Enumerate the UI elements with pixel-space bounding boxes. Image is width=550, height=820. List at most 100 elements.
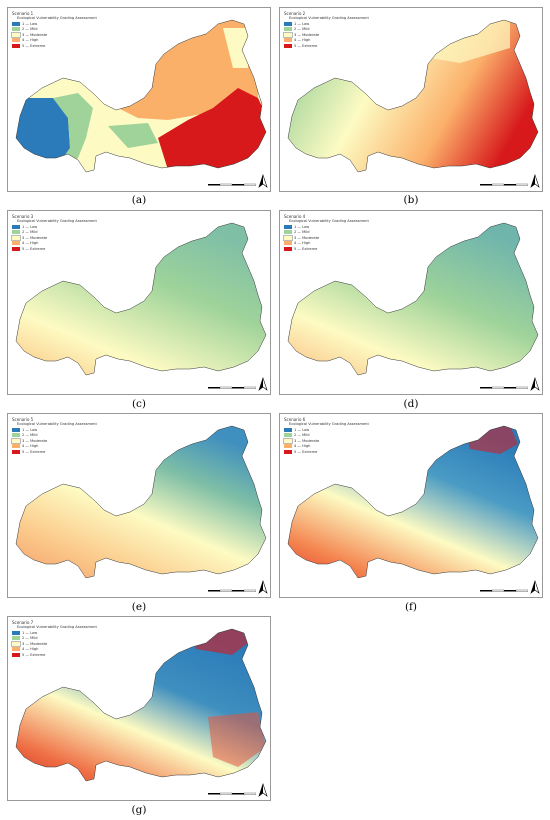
legend-swatch	[12, 241, 20, 246]
legend-swatch	[12, 449, 20, 454]
legend-item: 2 — Mild	[284, 27, 319, 33]
legend-swatch	[284, 43, 292, 48]
legend-item: 5 — Extreme	[12, 652, 47, 658]
legend-swatch	[12, 21, 20, 26]
legend-label: 5 — Extreme	[22, 43, 46, 48]
legend-swatch	[12, 652, 20, 657]
vulnerability-map	[15, 425, 267, 579]
legend: 1 — Low 2 — Mild 3 — Moderate 4 — High 5…	[283, 427, 320, 455]
north-arrow-icon	[258, 783, 268, 797]
legend-swatch	[12, 224, 20, 229]
legend-item: 4 — High	[284, 38, 319, 44]
legend-swatch	[11, 234, 21, 241]
vulnerability-map	[287, 222, 539, 376]
panel-a: Scenario 1 Ecological Vulnerability Grad…	[7, 7, 271, 192]
panel-caption: (d)	[403, 398, 419, 410]
scale-bar	[480, 589, 528, 592]
panel-caption: (f)	[404, 601, 418, 613]
legend-swatch	[283, 234, 293, 241]
scenario-label: Scenario 4	[284, 214, 306, 219]
legend-label: 4 — High	[294, 38, 311, 43]
legend-label: 1 — Low	[22, 21, 38, 26]
legend-swatch	[284, 224, 292, 229]
panel-f: Scenario 6 Ecological Vulnerability Grad…	[279, 413, 543, 598]
scale-bar	[208, 589, 256, 592]
legend-label: 1 — Low	[294, 427, 310, 432]
vulnerability-map	[15, 222, 267, 376]
legend-label: 3 — Moderate	[22, 641, 48, 646]
legend-swatch	[12, 38, 20, 43]
legend-item: 2 — Mild	[12, 636, 47, 642]
legend-item: 5 — Extreme	[284, 43, 319, 49]
north-arrow-icon	[530, 580, 540, 594]
scale-bar	[208, 792, 256, 795]
legend-item: 3 — Moderate	[11, 234, 47, 241]
legend-label: 2 — Mild	[22, 27, 38, 32]
legend-item: 3 — Moderate	[11, 31, 48, 38]
legend-label: 2 — Mild	[22, 433, 38, 438]
legend-label: 2 — Mild	[294, 230, 310, 235]
legend-label: 2 — Mild	[22, 636, 38, 641]
legend-label: 4 — High	[22, 444, 39, 449]
panel-e: Scenario 5 Ecological Vulnerability Grad…	[7, 413, 271, 598]
legend-swatch	[284, 246, 292, 251]
legend-item: 5 — Extreme	[12, 43, 47, 49]
north-arrow-icon	[258, 174, 268, 188]
legend-label: 3 — Moderate	[22, 32, 48, 37]
north-arrow-icon	[530, 377, 540, 391]
legend-item: 5 — Extreme	[284, 246, 319, 252]
legend-title: Ecological Vulnerability Grading Assessm…	[17, 422, 97, 426]
legend-label: 5 — Extreme	[294, 43, 318, 48]
legend-swatch	[12, 433, 20, 438]
panel-b: Scenario 2 Ecological Vulnerability Grad…	[279, 7, 543, 192]
legend-label: 2 — Mild	[294, 433, 310, 438]
legend-item: 2 — Mild	[12, 433, 47, 439]
legend-swatch	[12, 427, 20, 432]
north-arrow-icon	[258, 377, 268, 391]
panel-caption: (b)	[403, 194, 419, 206]
legend-title: Ecological Vulnerability Grading Assessm…	[289, 219, 369, 223]
scenario-label: Scenario 5	[12, 417, 34, 422]
panel-caption: (g)	[131, 804, 147, 816]
legend-swatch	[12, 630, 20, 635]
panel-caption: (a)	[131, 194, 147, 206]
scale-bar	[208, 183, 256, 186]
legend-swatch	[12, 246, 20, 251]
scenario-label: Scenario 6	[284, 417, 306, 422]
north-arrow-icon	[258, 580, 268, 594]
legend-swatch	[284, 38, 292, 43]
legend-label: 4 — High	[22, 647, 39, 652]
scenario-label: Scenario 7	[12, 620, 34, 625]
north-arrow-icon	[530, 174, 540, 188]
legend-label: 4 — High	[294, 241, 311, 246]
legend-swatch	[284, 449, 292, 454]
legend-title: Ecological Vulnerability Grading Assessm…	[289, 422, 369, 426]
legend-item: 4 — High	[12, 444, 47, 450]
scale-bar	[208, 386, 256, 389]
panel-caption: (c)	[131, 398, 147, 410]
legend-swatch	[284, 21, 292, 26]
legend-label: 4 — High	[294, 444, 311, 449]
legend-title: Ecological Vulnerability Grading Assessm…	[17, 219, 97, 223]
legend-swatch	[12, 636, 20, 641]
legend: 1 — Low 2 — Mild 3 — Moderate 4 — High 5…	[283, 224, 319, 252]
legend-item: 5 — Extreme	[12, 449, 47, 455]
legend-item: 3 — Moderate	[11, 640, 48, 647]
legend-swatch	[12, 43, 20, 48]
legend-label: 3 — Moderate	[294, 438, 320, 443]
legend: 1 — Low 2 — Mild 3 — Moderate 4 — High 5…	[11, 224, 47, 252]
legend-title: Ecological Vulnerability Grading Assessm…	[17, 16, 97, 20]
legend-swatch	[11, 437, 21, 444]
scenario-label: Scenario 1	[12, 11, 34, 16]
legend-label: 5 — Extreme	[22, 652, 46, 657]
panel-d: Scenario 4 Ecological Vulnerability Grad…	[279, 210, 543, 395]
legend-swatch	[11, 640, 21, 647]
legend-label: 1 — Low	[22, 427, 38, 432]
legend-item: 4 — High	[12, 241, 47, 247]
scenario-label: Scenario 2	[284, 11, 306, 16]
legend-item: 2 — Mild	[284, 433, 319, 439]
legend-label: 1 — Low	[294, 21, 310, 26]
legend: 1 — Low 2 — Mild 3 — Moderate 4 — High 5…	[11, 427, 47, 455]
legend-item: 1 — Low	[284, 21, 319, 27]
legend-swatch	[284, 27, 292, 32]
